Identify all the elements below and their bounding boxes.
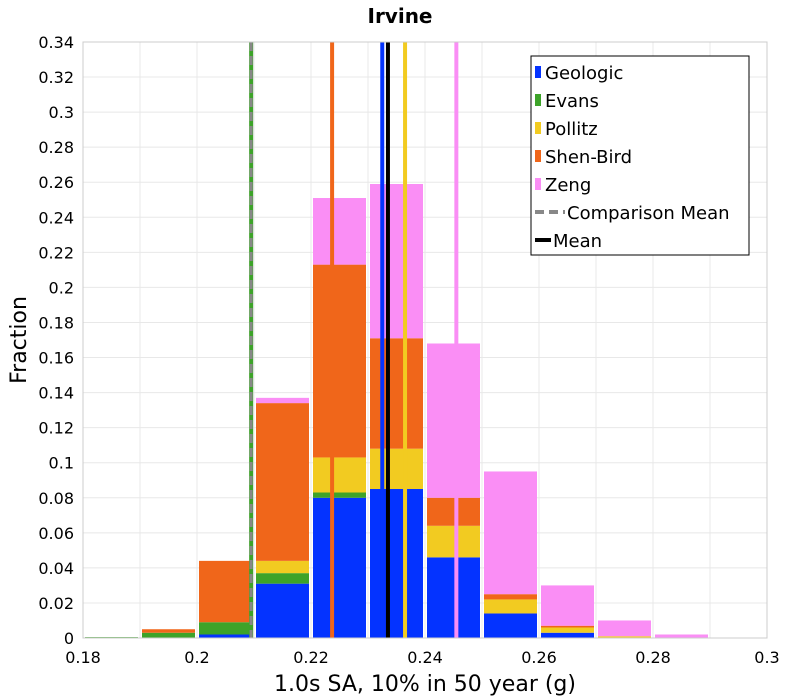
bar-segment-zeng xyxy=(256,397,309,404)
bar-segment-zeng xyxy=(598,620,651,637)
bar-segment-pollitz xyxy=(541,627,594,633)
bar-segment-pollitz xyxy=(370,448,423,489)
bar-segment-zeng xyxy=(541,585,594,626)
bar-segment-geologic xyxy=(313,497,366,638)
bar-segment-geologic xyxy=(370,489,423,638)
bar-segment-geologic xyxy=(199,634,252,638)
bar-segment-shen-bird xyxy=(256,403,309,561)
legend-swatch-pollitz xyxy=(535,122,541,134)
bar-segment-zeng xyxy=(313,198,366,265)
y-tick-label: 0.1 xyxy=(49,454,74,473)
y-tick-label: 0.08 xyxy=(38,489,74,508)
bar-segment-shen-bird xyxy=(427,497,480,526)
bar-segment-shen-bird xyxy=(199,560,252,623)
bar-segment-zeng xyxy=(427,343,480,498)
bar-segment-evans xyxy=(199,622,252,635)
y-tick-label: 0.16 xyxy=(38,349,74,368)
legend-label-geologic: Geologic xyxy=(545,63,623,84)
y-tick-label: 0.26 xyxy=(38,173,74,192)
bar-segment-pollitz xyxy=(313,457,366,493)
bar-segment-geologic xyxy=(427,557,480,638)
x-tick-label: 0.3 xyxy=(754,648,779,667)
y-tick-label: 0.14 xyxy=(38,384,74,403)
legend-swatch-geologic xyxy=(535,66,541,78)
y-tick-label: 0.22 xyxy=(38,243,74,262)
y-tick-label: 0.04 xyxy=(38,559,74,578)
y-tick-label: 0.24 xyxy=(38,208,74,227)
x-tick-label: 0.18 xyxy=(65,648,101,667)
bar-segment-shen-bird xyxy=(541,625,594,628)
bar-segment-evans xyxy=(313,492,366,498)
bar-segment-zeng xyxy=(655,634,708,638)
y-tick-label: 0.02 xyxy=(38,594,74,613)
y-axis-ticks: 0 0.02 0.04 0.06 0.08 0.1 0.12 0.14 0.16 0.18 0.2 0… xyxy=(38,33,74,648)
bar-segment-evans xyxy=(142,632,195,638)
bar-segment-shen-bird xyxy=(313,264,366,458)
y-tick-label: 0.28 xyxy=(38,138,74,157)
bar-segment-shen-bird xyxy=(484,594,537,600)
bar-segment-pollitz xyxy=(256,560,309,574)
legend-swatch-shen-bird xyxy=(535,150,541,162)
bar-segment-geologic xyxy=(256,583,309,638)
y-tick-label: 0.34 xyxy=(38,33,74,52)
y-tick-label: 0.3 xyxy=(49,103,74,122)
bars xyxy=(85,183,708,638)
x-tick-label: 0.24 xyxy=(407,648,443,667)
legend-box xyxy=(530,55,750,256)
legend-swatch-zeng xyxy=(535,178,541,190)
y-tick-label: 0.18 xyxy=(38,313,74,332)
bar-segment-shen-bird xyxy=(370,338,423,449)
y-tick-label: 0.06 xyxy=(38,524,74,543)
bar-segment-pollitz xyxy=(598,636,651,638)
bar-segment-evans xyxy=(256,573,309,584)
bar-segment-zeng xyxy=(484,471,537,595)
x-tick-label: 0.22 xyxy=(293,648,329,667)
bar-segment-geologic xyxy=(541,632,594,638)
legend-swatch-evans xyxy=(535,94,541,106)
chart-title: Irvine xyxy=(368,4,433,28)
plot-frame xyxy=(82,41,768,639)
legend-label-pollitz: Pollitz xyxy=(545,119,598,140)
legend: Geologic Evans Pollitz Shen-Bird Zeng Compari… xyxy=(530,55,750,256)
mean-lines xyxy=(249,42,459,638)
legend-label-comparison-mean: Comparison Mean xyxy=(567,203,730,224)
x-tick-label: 0.2 xyxy=(184,648,209,667)
y-tick-label: 0.2 xyxy=(49,278,74,297)
legend-label-zeng: Zeng xyxy=(545,175,591,196)
y-tick-label: 0.12 xyxy=(38,419,74,438)
x-tick-label: 0.28 xyxy=(635,648,671,667)
bar-segment-geologic xyxy=(484,613,537,638)
x-axis-ticks: 0.18 0.2 0.22 0.24 0.26 0.28 0.3 xyxy=(65,648,780,667)
bar-segment-pollitz xyxy=(427,525,480,558)
bar-segment-shen-bird xyxy=(142,629,195,633)
legend-label-evans: Evans xyxy=(545,91,599,112)
y-tick-label: 0.32 xyxy=(38,68,74,87)
y-tick-label: 0 xyxy=(64,629,74,648)
y-axis-label: Fraction xyxy=(7,296,32,384)
x-tick-label: 0.26 xyxy=(521,648,557,667)
bar-segment-zeng xyxy=(370,183,423,339)
bar-segment-pollitz xyxy=(484,599,537,614)
x-axis-label: 1.0s SA, 10% in 50 year (g) xyxy=(274,672,576,697)
legend-label-shen-bird: Shen-Bird xyxy=(545,147,632,168)
legend-label-mean: Mean xyxy=(553,231,602,252)
